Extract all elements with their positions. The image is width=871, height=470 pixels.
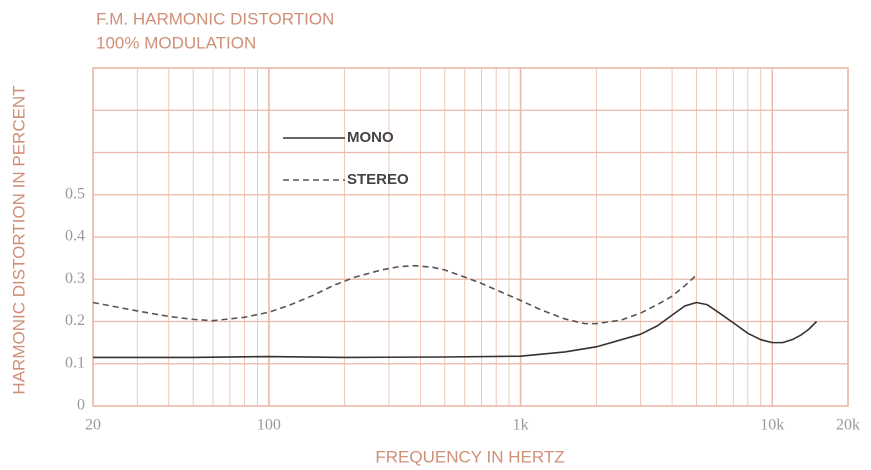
y-tick-label: 0.2 xyxy=(65,312,85,329)
x-axis-label: FREQUENCY IN HERTZ xyxy=(375,447,564,466)
y-tick-label: 0 xyxy=(77,397,85,414)
x-tick-label: 100 xyxy=(257,417,281,434)
chart-title: F.M. HARMONIC DISTORTION xyxy=(96,9,334,28)
y-axis-label: HARMONIC DISTORTION IN PERCENT xyxy=(9,85,28,394)
plot-frame xyxy=(92,67,849,407)
chart-subtitle: 100% MODULATION xyxy=(96,33,256,52)
y-tick-label: 0.4 xyxy=(65,228,85,245)
x-tick-label: 20 xyxy=(85,417,101,434)
series-line xyxy=(93,301,818,359)
legend-label: MONO xyxy=(347,129,394,146)
x-tick-label: 1k xyxy=(513,417,529,434)
x-tick-label: 20k xyxy=(836,417,860,434)
series-line xyxy=(92,264,698,325)
y-tick-label: 0.1 xyxy=(65,354,85,371)
y-tick-label: 0.3 xyxy=(65,270,85,287)
legend-label: STEREO xyxy=(347,171,409,188)
y-tick-label: 0.5 xyxy=(65,185,85,202)
x-tick-label: 10k xyxy=(760,417,784,434)
